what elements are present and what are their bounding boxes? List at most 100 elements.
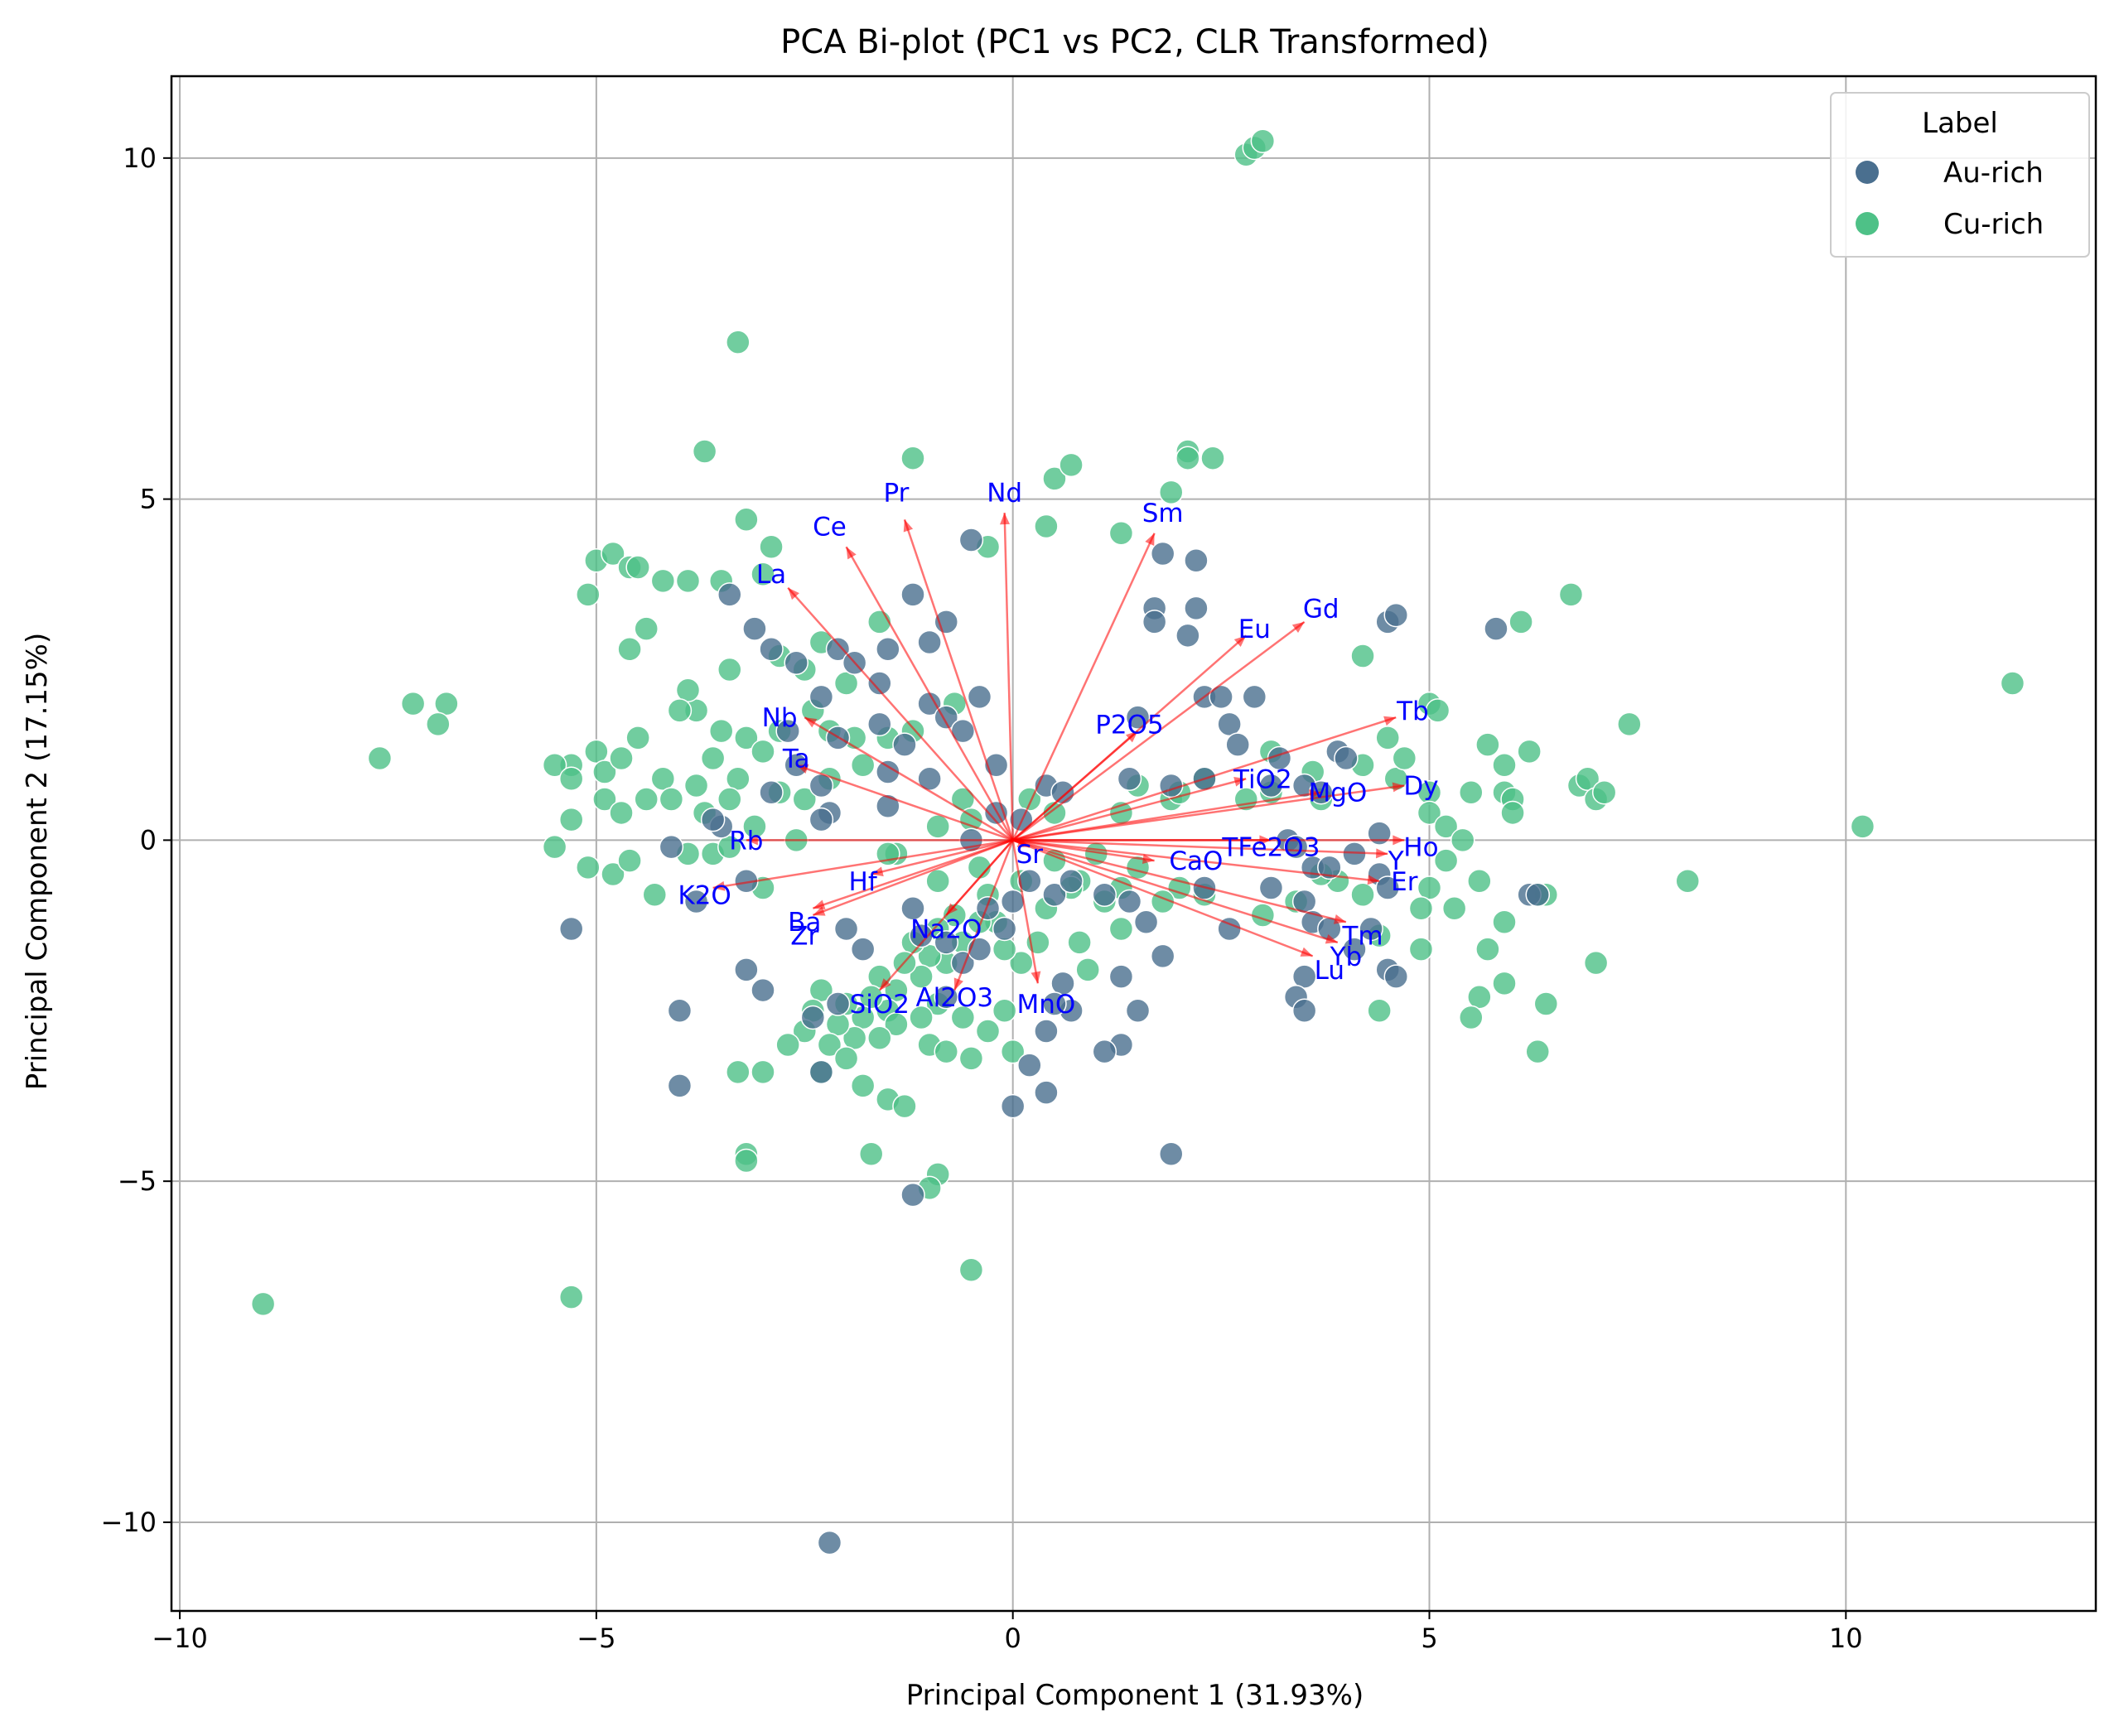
data-point-cu-rich [1492,909,1517,934]
data-point-cu-rich [367,745,393,771]
data-point-au-rich [934,985,958,1010]
data-point-cu-rich [659,787,684,812]
data-point-au-rich [1000,889,1026,914]
data-point-au-rich [667,1073,693,1098]
data-point-au-rich [742,616,767,641]
data-point-cu-rich [734,726,759,750]
data-point-cu-rich [1441,895,1467,921]
data-point-cu-rich [958,1046,984,1071]
data-point-au-rich [1317,855,1342,880]
data-point-cu-rich [1591,779,1617,805]
data-point-cu-rich [925,869,950,894]
data-point-cu-rich [884,1011,909,1037]
x-tick-label: 5 [1421,1623,1437,1654]
loading-label-er: Er [1391,867,1418,897]
data-point-cu-rich [1675,869,1700,894]
loading-label-y: Y [1388,846,1404,876]
data-point-cu-rich [825,1011,851,1037]
data-point-cu-rich [1375,726,1400,750]
data-point-cu-rich [558,766,584,792]
data-point-cu-rich [609,800,634,826]
data-point-cu-rich [634,616,659,641]
data-point-cu-rich [1583,950,1609,976]
x-tick-label: 10 [1829,1623,1863,1654]
data-point-au-rich [1142,610,1167,634]
data-point-cu-rich [1034,514,1059,539]
loading-arrow-tb [1012,716,1397,841]
data-point-cu-rich [1392,745,1417,771]
data-point-au-rich [1017,1053,1042,1078]
data-point-au-rich [1225,732,1250,757]
data-point-cu-rich [601,861,625,887]
data-point-au-rich [1034,1080,1059,1105]
y-tick-label: 5 [140,484,157,515]
loading-arrow-p2o5 [1011,730,1139,841]
data-point-cu-rich [1108,521,1134,546]
data-point-cu-rich [558,807,584,832]
data-point-au-rich [1092,1039,1117,1064]
loading-label-sm: Sm [1142,499,1184,528]
data-point-cu-rich [708,718,734,744]
data-point-au-rich [1017,869,1042,894]
data-point-cu-rich [1350,644,1375,668]
plot-frame [170,75,2097,1613]
data-point-au-rich [934,930,958,955]
loading-arrow-mno [1011,840,1041,984]
data-point-cu-rich [625,555,650,580]
data-point-au-rich [1258,875,1284,900]
data-point-cu-rich [1408,937,1434,962]
data-point-au-rich [717,582,742,607]
loading-arrow-tio2 [1012,777,1247,841]
data-point-au-rich [1184,547,1209,573]
data-point-cu-rich [617,848,642,873]
data-point-au-rich [825,637,851,662]
data-point-au-rich [700,807,726,832]
data-point-cu-rich [1059,452,1084,478]
data-point-cu-rich [1067,930,1092,955]
data-point-au-rich [900,582,925,607]
data-point-au-rich [867,711,892,737]
data-point-cu-rich [1433,814,1459,839]
loading-label-ta: Ta [782,745,810,774]
data-point-cu-rich [858,1141,884,1166]
loading-label-lu: Lu [1315,956,1344,986]
loading-arrow-ta [795,764,1014,841]
loading-arrow-cao [1012,839,1155,865]
data-point-cu-rich [1467,985,1492,1010]
data-point-cu-rich [1533,991,1559,1016]
data-point-cu-rich [1250,903,1276,928]
data-point-cu-rich [1459,1005,1484,1030]
loading-label-eu: Eu [1238,615,1271,644]
data-point-au-rich [1209,684,1233,710]
data-point-cu-rich [1408,895,1434,921]
data-point-au-rich [975,895,1001,921]
data-point-au-rich [900,895,925,921]
loading-arrow-na2o [945,839,1014,916]
data-point-cu-rich [601,541,625,567]
data-point-cu-rich [950,1005,976,1030]
y-axis-label: Principal Component 2 (17.15%) [21,633,54,1091]
loading-arrow-y [1012,839,1388,859]
loading-label-ba: Ba [788,908,821,938]
data-point-au-rich [1258,773,1284,798]
data-point-au-rich [751,977,775,1003]
data-point-cu-rich [576,582,601,607]
loading-arrow-mgo [1012,788,1321,841]
loading-label-tm: Tm [1341,922,1383,952]
data-point-cu-rich [850,1073,876,1098]
data-point-cu-rich [1175,446,1200,470]
loading-label-hf: Hf [849,867,878,897]
loading-label-pr: Pr [883,478,909,508]
data-point-cu-rich [675,568,701,594]
loading-arrow-al2o3 [953,839,1014,991]
loading-label-la: La [756,560,786,590]
data-point-cu-rich [726,330,751,354]
data-point-cu-rich [542,753,567,778]
data-point-au-rich [1367,821,1392,846]
data-point-cu-rich [576,855,601,880]
data-point-au-rich [1342,937,1367,962]
data-point-cu-rich [426,711,451,737]
data-point-cu-rich [909,1005,934,1030]
data-point-au-rich [1034,1019,1059,1044]
